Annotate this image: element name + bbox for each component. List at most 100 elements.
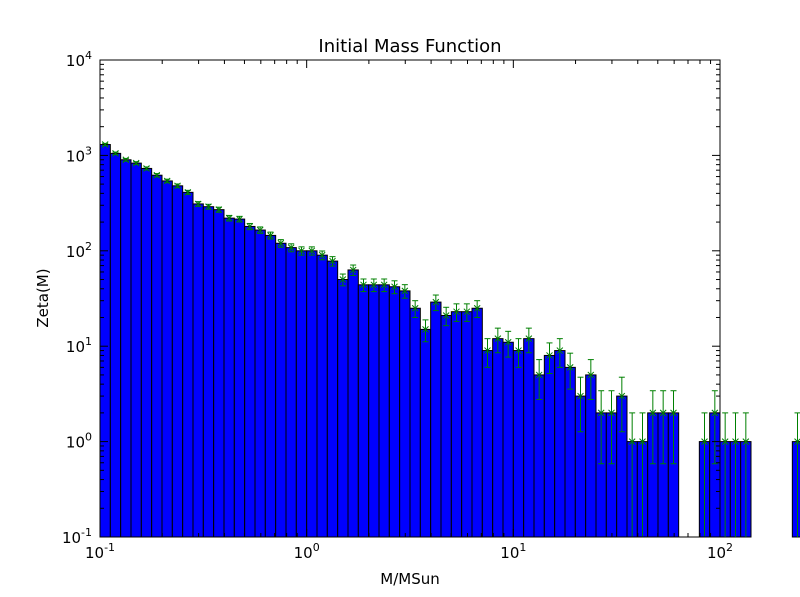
error-bar: [515, 338, 522, 368]
error-bar: [153, 171, 161, 179]
error-bar: [225, 214, 233, 222]
bar: [430, 301, 442, 538]
error-bar: [484, 338, 491, 368]
bar: [399, 290, 411, 538]
error-bar: [411, 300, 419, 318]
error-bar: [101, 141, 109, 148]
error-bar: [566, 352, 574, 390]
data-marker: [659, 409, 667, 417]
data-marker: [380, 281, 388, 289]
bar: [316, 254, 328, 538]
x-axis-label: M/MSun: [380, 570, 439, 588]
error-bar: [525, 327, 533, 354]
error-bar: [174, 182, 181, 190]
bar: [523, 338, 535, 538]
bar: [419, 328, 432, 538]
error-bar: [236, 215, 243, 223]
data-marker: [318, 251, 326, 259]
y-tick-label: 102: [66, 240, 92, 261]
error-bar: [535, 359, 543, 400]
bar: [140, 167, 153, 538]
bar: [378, 284, 390, 538]
bar: [492, 338, 504, 538]
error-bar: [494, 327, 502, 354]
bar: [791, 441, 800, 538]
y-tick-label: 104: [66, 49, 92, 70]
error-bar: [504, 330, 512, 358]
data-marker: [670, 409, 677, 417]
error-bar: [463, 303, 471, 322]
bar: [440, 314, 452, 538]
plot-frame: [99, 59, 721, 538]
error-bar: [277, 239, 285, 248]
data-marker: [236, 215, 243, 223]
error-bar: [256, 226, 264, 234]
data-marker: [246, 223, 254, 230]
error-bar: [639, 412, 646, 537]
data-marker: [401, 287, 409, 295]
data-marker: [484, 347, 491, 354]
error-bar: [215, 206, 223, 214]
error-bar: [184, 188, 192, 196]
data-marker: [329, 257, 336, 265]
data-marker: [701, 438, 708, 445]
error-bar: [132, 159, 140, 167]
data-marker: [370, 281, 378, 289]
bar: [99, 144, 111, 538]
data-marker: [432, 298, 440, 306]
bar: [182, 191, 194, 538]
data-marker: [411, 304, 419, 312]
bar: [337, 279, 349, 538]
bar: [347, 269, 359, 538]
error-bar: [701, 412, 708, 537]
data-marker: [122, 156, 130, 164]
error-bar: [587, 359, 595, 400]
data-marker: [711, 409, 719, 417]
y-tick-label: 10-1: [62, 526, 92, 547]
error-bar: [298, 246, 305, 256]
bar: [275, 242, 287, 538]
data-marker: [215, 206, 223, 214]
data-marker: [608, 409, 615, 417]
error-bar: [112, 150, 119, 157]
error-bar: [360, 278, 367, 293]
data-marker: [525, 335, 533, 342]
bar: [254, 229, 266, 538]
data-marker: [535, 371, 543, 379]
data-marker: [473, 304, 481, 312]
bar: [471, 307, 483, 538]
data-marker: [225, 214, 233, 222]
data-marker: [205, 203, 212, 211]
x-tick-label: 10-1: [85, 541, 115, 562]
error-bar: [194, 200, 202, 208]
data-marker: [577, 392, 584, 400]
x-tick-label: 102: [707, 541, 733, 562]
bar: [450, 311, 463, 538]
data-marker: [442, 312, 450, 319]
bar: [461, 311, 473, 538]
data-marker: [453, 308, 460, 316]
error-bar: [349, 264, 357, 277]
error-bar: [442, 306, 450, 327]
error-bar: [246, 222, 254, 231]
data-marker: [732, 438, 739, 445]
data-marker: [649, 409, 657, 417]
error-bar: [401, 284, 409, 299]
data-marker: [721, 438, 729, 445]
data-marker: [422, 326, 429, 333]
error-bar: [143, 165, 150, 172]
bar: [388, 286, 401, 538]
error-bar: [163, 177, 171, 185]
data-marker: [546, 352, 553, 359]
data-marker: [618, 392, 626, 400]
error-bar: [380, 278, 388, 293]
bar: [171, 185, 184, 538]
data-marker: [349, 266, 357, 274]
error-bar: [453, 303, 460, 322]
data-marker: [339, 276, 347, 283]
bar: [213, 209, 225, 538]
bar: [264, 234, 277, 538]
error-bar: [577, 376, 584, 433]
error-bar: [659, 390, 667, 465]
